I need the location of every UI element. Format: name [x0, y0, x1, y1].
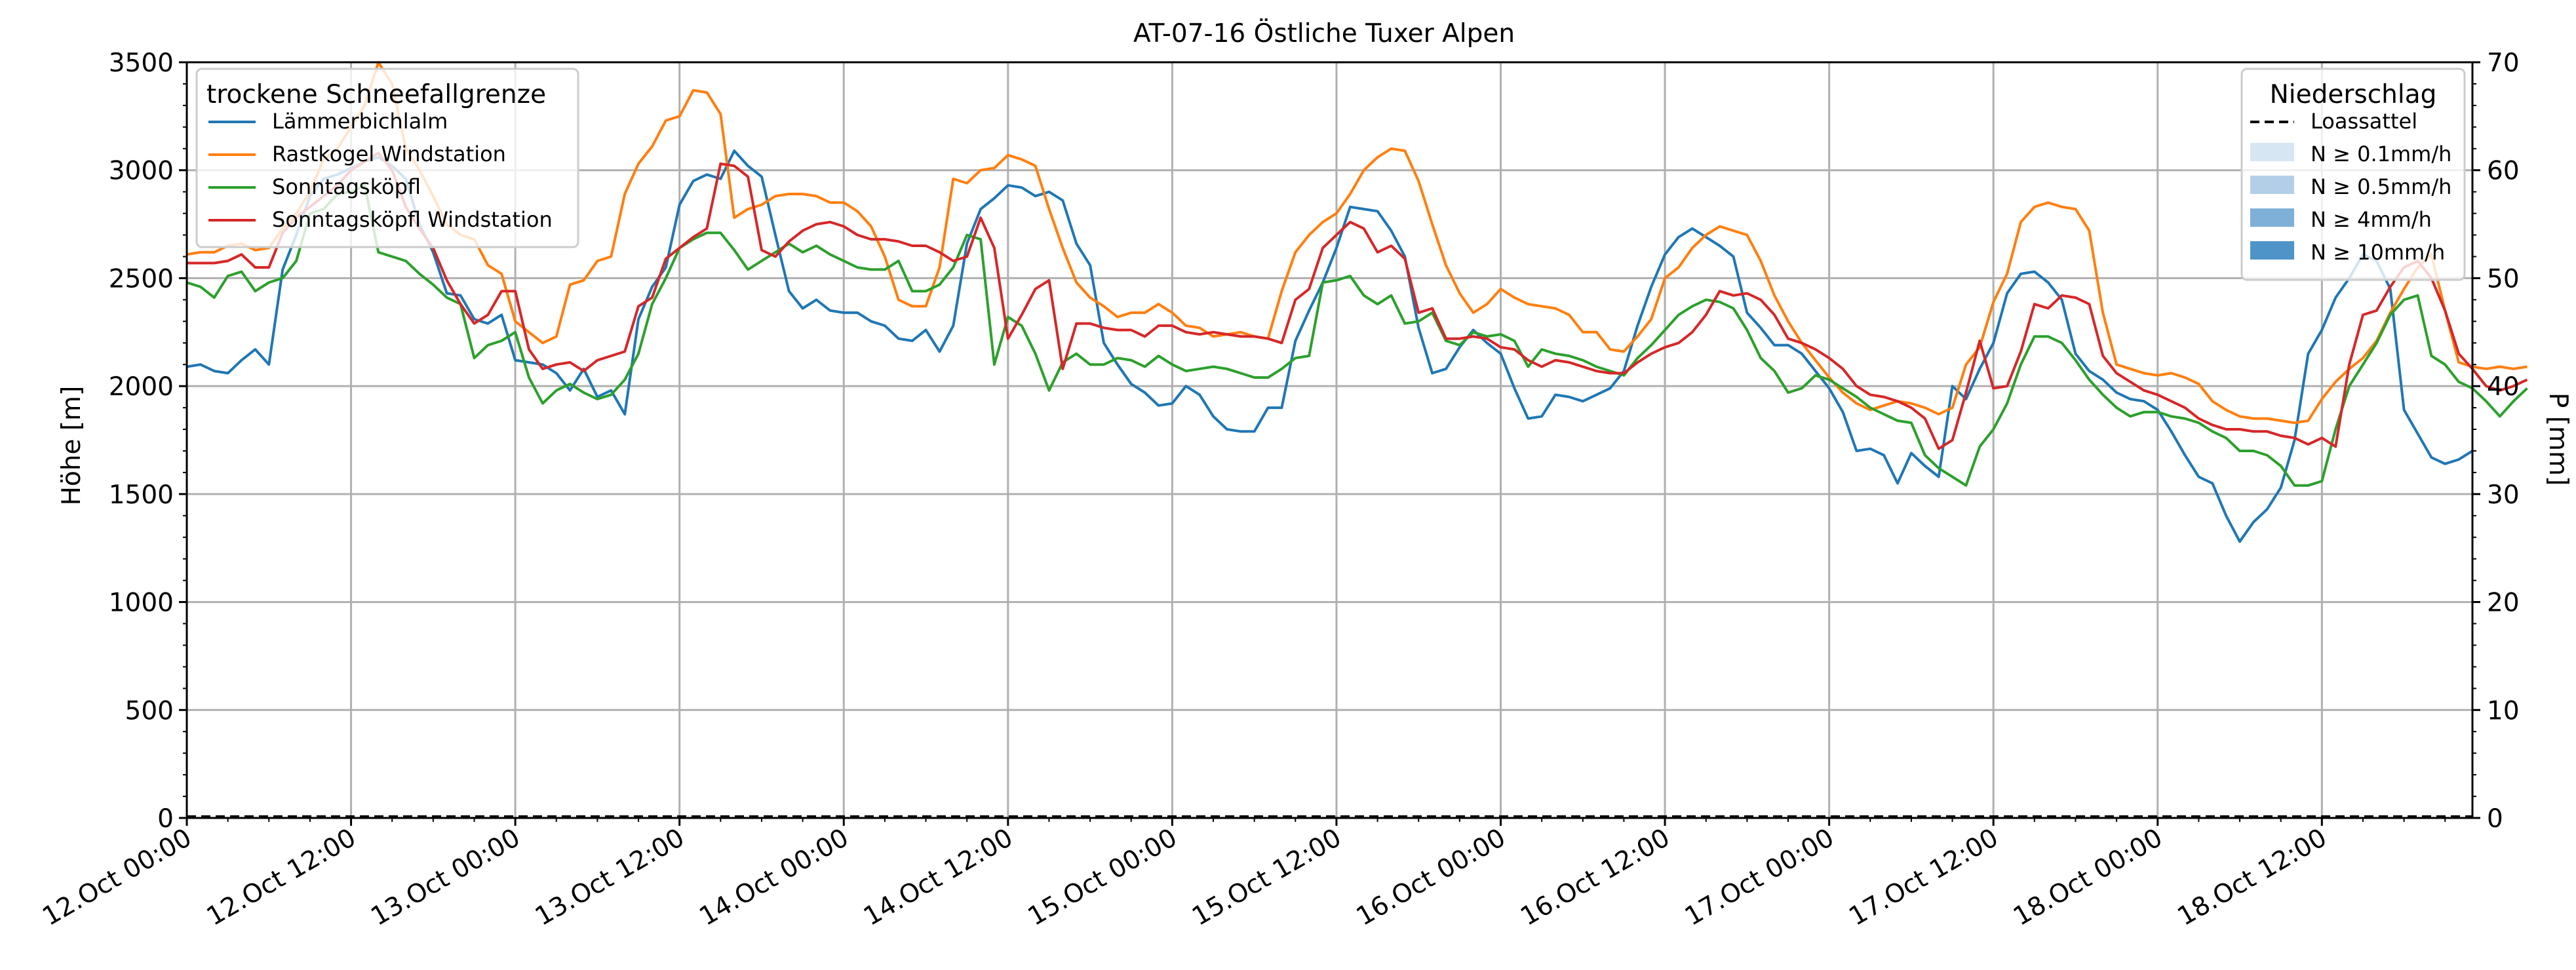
- x-tick-label: 15.Oct 00:00: [1023, 823, 1182, 932]
- x-tick-label: 12.Oct 12:00: [202, 823, 361, 932]
- y2-tick-label: 20: [2487, 589, 2520, 618]
- legend-right-items: Loassattel N ≥ 0.1mm/h N ≥ 0.5mm/h N ≥ 4mm/…: [2250, 109, 2451, 265]
- legend-right-swatch: [2250, 143, 2294, 161]
- x-tick-label: 14.Oct 00:00: [695, 823, 854, 932]
- y-tick-label: 1500: [109, 480, 174, 510]
- y2-tick-label: 0: [2487, 804, 2503, 834]
- y-tick-label: 2000: [109, 372, 174, 402]
- x-tick-label: 15.Oct 12:00: [1187, 823, 1346, 932]
- legend-right: Niederschlag Loassattel N ≥ 0.1mm/h N ≥ 0.…: [2240, 68, 2466, 281]
- y-tick-label: 3000: [109, 157, 174, 186]
- grid: [185, 61, 2472, 819]
- y2-tick-label: 70: [2487, 48, 2520, 78]
- y2-tick-label: 60: [2487, 157, 2520, 186]
- y-tick-label: 1000: [109, 589, 174, 618]
- x-tick-label: 16.Oct 00:00: [1352, 823, 1511, 932]
- chart-title: AT-07-16 Östliche Tuxer Alpen: [1133, 18, 1515, 48]
- legend-right-label: N ≥ 0.1mm/h: [2311, 142, 2451, 166]
- legend-right-title: Niederschlag: [2270, 80, 2437, 109]
- y-tick-label: 3500: [109, 48, 174, 78]
- series-line: [187, 151, 2528, 450]
- x-tick-label: 17.Oct 12:00: [1844, 823, 2004, 932]
- legend-left-frame: [195, 68, 579, 248]
- legend-right-frame: [2240, 68, 2466, 281]
- legend-left: trockene Schneefallgrenze Lämmerbichlalm…: [195, 68, 579, 248]
- x-tick-label: 14.Oct 12:00: [859, 823, 1018, 932]
- legend-left-items: Lämmerbichlalm Rastkogel Windstation Sonnt…: [208, 109, 553, 232]
- y-axis-title: Höhe [m]: [57, 386, 87, 506]
- legend-left-label: Lämmerbichlalm: [272, 109, 448, 134]
- y2-tick-label: 10: [2487, 696, 2520, 726]
- x-tick-label: 18.Oct 00:00: [2008, 823, 2168, 932]
- legend-left-label: Sonntagsköpfl Windstation: [272, 207, 553, 232]
- series-line: [186, 149, 2474, 543]
- y-tick-label: 500: [125, 696, 174, 726]
- x-tick-label: 12.Oct 00:00: [37, 823, 197, 932]
- y2-tick-label: 50: [2487, 264, 2520, 294]
- y2-axis-title: P [mm]: [2543, 393, 2573, 486]
- legend-right-label: Loassattel: [2311, 109, 2417, 134]
- legend-left-label: Sonntagsköpfl: [272, 174, 421, 199]
- legend-right-swatch: [2250, 176, 2294, 194]
- legend-left-title: trockene Schneefallgrenze: [206, 80, 546, 109]
- x-tick-label: 17.Oct 00:00: [1680, 823, 1839, 932]
- x-tick-label: 18.Oct 12:00: [2173, 823, 2332, 932]
- x-tick-label: 13.Oct 12:00: [530, 823, 690, 932]
- legend-right-label: N ≥ 0.5mm/h: [2311, 174, 2451, 199]
- legend-right-label: N ≥ 4mm/h: [2311, 207, 2432, 232]
- legend-right-label: N ≥ 10mm/h: [2311, 240, 2445, 265]
- x-tick-label: 13.Oct 00:00: [366, 823, 525, 932]
- legend-right-swatch: [2250, 208, 2294, 227]
- y2-tick-label: 40: [2487, 372, 2520, 402]
- y-tick-label: 2500: [109, 264, 174, 294]
- plot-frame: [185, 61, 2474, 819]
- series-line: [186, 61, 2527, 425]
- legend-right-swatch: [2250, 241, 2294, 260]
- y-tick-label: 0: [157, 804, 174, 834]
- series-layer: [186, 61, 2528, 543]
- series-line: [186, 184, 2528, 487]
- legend-left-label: Rastkogel Windstation: [272, 142, 506, 166]
- y2-tick-label: 30: [2487, 480, 2520, 510]
- x-tick-label: 16.Oct 12:00: [1515, 823, 1675, 932]
